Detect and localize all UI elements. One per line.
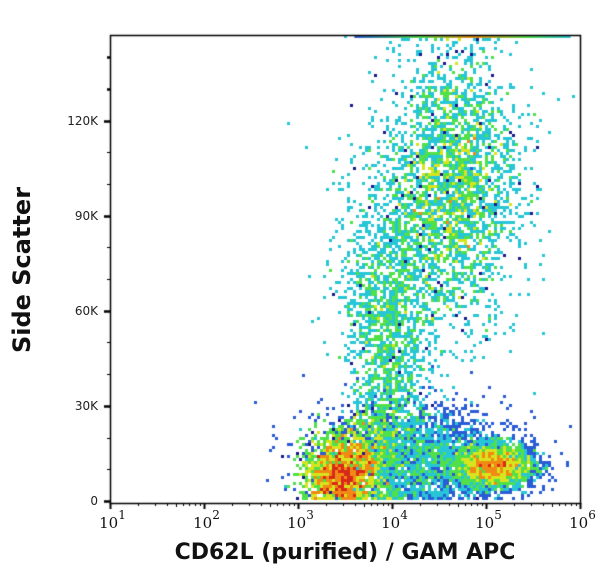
y-axis-title-text: Side Scatter xyxy=(8,186,36,354)
x-tick-label: 106 xyxy=(563,508,600,532)
x-tick-base: 10 xyxy=(287,514,307,532)
x-tick-base: 10 xyxy=(381,514,401,532)
y-tick-label: 60K xyxy=(74,303,98,318)
x-tick-exponent: 4 xyxy=(400,508,408,522)
y-tick-label: 90K xyxy=(74,208,98,223)
y-tick-label: 0 xyxy=(90,493,98,508)
x-tick-exponent: 2 xyxy=(212,508,220,522)
y-tick-label: 120K xyxy=(67,113,98,128)
x-tick-exponent: 3 xyxy=(306,508,314,522)
x-tick-exponent: 6 xyxy=(588,508,596,522)
x-tick-label: 102 xyxy=(187,508,227,532)
x-axis-title: CD62L (purified) / GAM APC xyxy=(174,540,516,565)
x-tick-label: 103 xyxy=(281,508,321,532)
x-tick-base: 10 xyxy=(99,514,119,532)
x-tick-exponent: 1 xyxy=(118,508,126,522)
y-axis-title: Side Scatter xyxy=(2,170,42,370)
x-tick-label: 105 xyxy=(469,508,509,532)
y-tick-label: 30K xyxy=(74,398,98,413)
x-tick-base: 10 xyxy=(475,514,495,532)
x-tick-exponent: 5 xyxy=(494,508,502,522)
x-tick-label: 104 xyxy=(375,508,415,532)
x-tick-base: 10 xyxy=(569,514,589,532)
x-tick-base: 10 xyxy=(193,514,213,532)
x-tick-label: 101 xyxy=(93,508,133,532)
